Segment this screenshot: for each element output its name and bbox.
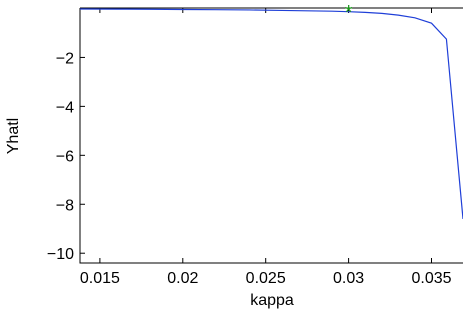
x-tick-label: 0.035	[411, 270, 451, 287]
x-tick-label: 0.02	[167, 270, 198, 287]
series-line	[79, 8, 463, 220]
x-axis-label: kappa	[250, 292, 294, 309]
data-point-marker: *	[345, 2, 353, 24]
plot-frame	[79, 8, 463, 264]
y-axis-ticks: −2 −4 −6 −8 −10	[47, 50, 85, 263]
y-tick-label: −4	[56, 99, 74, 116]
plot-frame	[79, 7, 463, 264]
x-tick-label: 0.025	[246, 270, 286, 287]
x-tick-label: 0.015	[80, 270, 120, 287]
y-tick-label: −2	[56, 50, 74, 67]
series-lines	[79, 8, 463, 220]
y-tick-label: −10	[47, 246, 74, 263]
x-axis-ticks: 0.015 0.02 0.025 0.03 0.035	[80, 8, 452, 287]
y-tick-label: −6	[56, 148, 74, 165]
y-tick-label: −8	[56, 197, 74, 214]
x-tick-label: 0.03	[333, 270, 364, 287]
markers: *	[345, 2, 353, 24]
y-axis-label: Yhatl	[5, 118, 22, 154]
